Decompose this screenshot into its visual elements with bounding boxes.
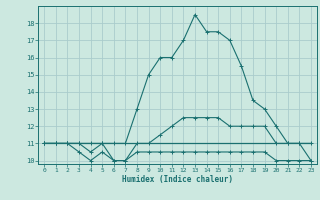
X-axis label: Humidex (Indice chaleur): Humidex (Indice chaleur) [122, 175, 233, 184]
